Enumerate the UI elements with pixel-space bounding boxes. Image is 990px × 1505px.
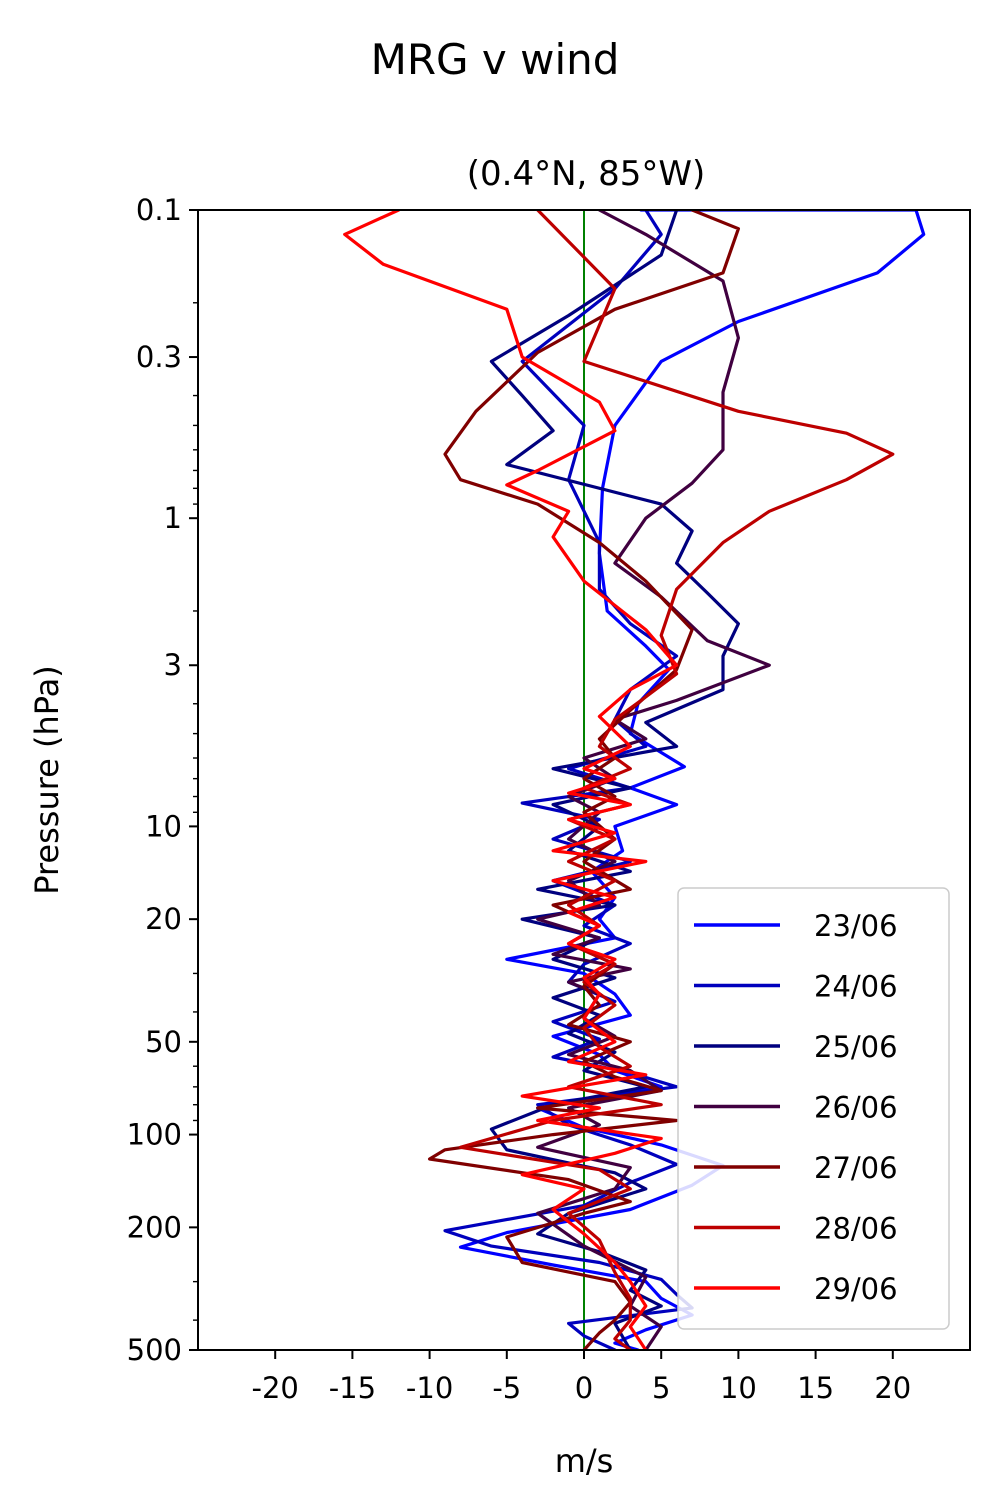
y-axis-minor-ticks [193, 302, 198, 1321]
legend-label: 24/06 [814, 970, 898, 1004]
x-tick-label: -5 [492, 1371, 521, 1405]
x-tick-label: 20 [874, 1371, 911, 1405]
x-axis-ticks: -20 -15 -10 -5 0 5 10 15 20 [252, 1350, 911, 1405]
y-tick-label: 3 [164, 648, 182, 682]
y-tick-label: 200 [127, 1210, 182, 1244]
series-line-5 [458, 210, 895, 1350]
y-tick-label: 0.3 [136, 340, 182, 374]
y-tick-label: 20 [145, 902, 182, 936]
chart-subtitle: (0.4°N, 85°W) [467, 154, 706, 194]
x-axis-label: m/s [555, 1442, 614, 1480]
y-tick-label: 1 [164, 501, 182, 535]
legend-label: 25/06 [814, 1030, 898, 1064]
y-tick-label: 50 [145, 1025, 182, 1059]
series-layer [343, 210, 926, 1350]
y-tick-label: 0.1 [136, 193, 182, 227]
legend-label: 23/06 [814, 909, 898, 943]
x-tick-label: -15 [329, 1371, 376, 1405]
y-axis-ticks: 0.1 0.3 1 3 10 20 50 100 200 500 [127, 193, 198, 1367]
series-line-3 [536, 210, 771, 1350]
legend-label: 27/06 [814, 1151, 898, 1185]
x-tick-label: -10 [406, 1371, 453, 1405]
legend-label: 26/06 [814, 1091, 898, 1125]
x-tick-label: 15 [797, 1371, 834, 1405]
y-axis-label: Pressure (hPa) [28, 665, 66, 895]
legend-label: 29/06 [814, 1272, 898, 1306]
y-tick-label: 10 [145, 809, 182, 843]
series-line-0 [458, 210, 926, 1350]
y-tick-label: 100 [127, 1118, 182, 1152]
legend: 23/06 24/06 25/06 26/06 27/06 28/06 29/06 [677, 887, 950, 1330]
chart-title: MRG v wind [371, 35, 620, 84]
legend-items: 23/06 24/06 25/06 26/06 27/06 28/06 29/06 [694, 909, 898, 1306]
x-tick-label: 0 [575, 1371, 593, 1405]
x-tick-label: 10 [720, 1371, 757, 1405]
series-line-6 [343, 210, 679, 1350]
legend-label: 28/06 [814, 1212, 898, 1246]
legend-box [677, 887, 950, 1330]
x-tick-label: -20 [252, 1371, 299, 1405]
x-tick-label: 5 [652, 1371, 670, 1405]
y-tick-label: 500 [127, 1333, 182, 1367]
